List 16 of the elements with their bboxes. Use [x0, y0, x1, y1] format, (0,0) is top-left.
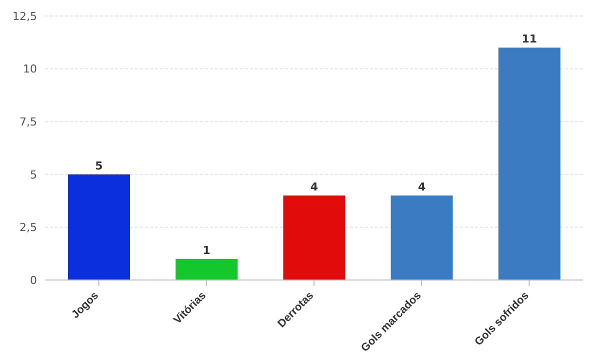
bar	[283, 196, 346, 280]
bar	[68, 174, 130, 280]
data-label: 4	[418, 180, 426, 194]
data-label: 5	[95, 159, 103, 172]
y-tick-label: 12,5	[12, 10, 37, 23]
bar	[390, 196, 453, 280]
bar	[176, 258, 238, 280]
y-tick-label: 5	[30, 168, 37, 182]
bar	[498, 48, 560, 280]
data-label: 11	[522, 32, 538, 46]
y-tick-label: 0	[30, 274, 37, 287]
data-label: 1	[202, 244, 210, 257]
y-tick-label: 10	[23, 62, 37, 76]
y-tick-label: 7,5	[20, 116, 37, 129]
y-tick-label: 2,5	[20, 221, 37, 234]
data-label: 4	[310, 180, 318, 194]
